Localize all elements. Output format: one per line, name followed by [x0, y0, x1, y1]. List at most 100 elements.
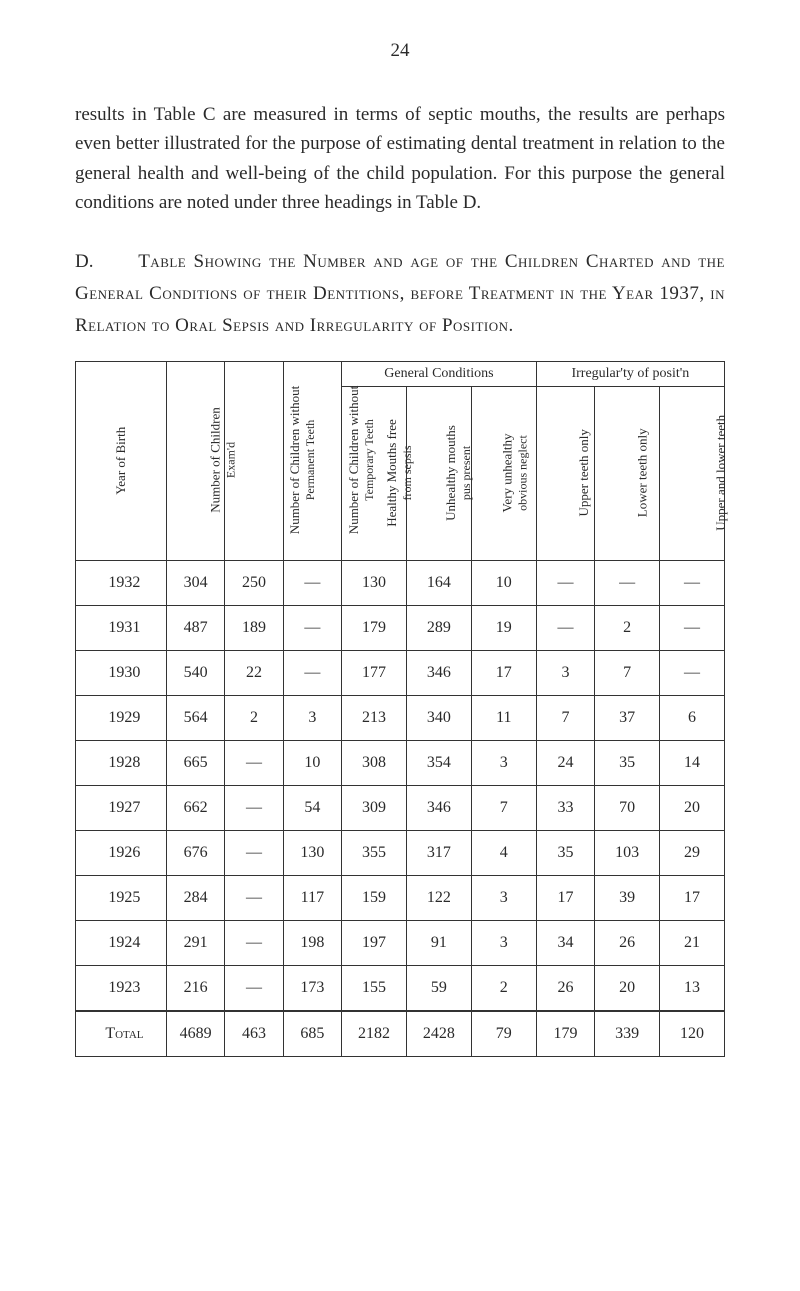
cell-value: 11	[471, 695, 536, 740]
col-upper-and-lower: Upper and lower teeth	[660, 386, 725, 560]
cell-value: —	[225, 965, 283, 1011]
cell-value: 14	[660, 740, 725, 785]
cell-value: 2	[225, 695, 283, 740]
cell-value: 2	[595, 605, 660, 650]
cell-value: 20	[595, 965, 660, 1011]
cell-value: —	[536, 560, 594, 605]
cell-value: —	[595, 560, 660, 605]
col-label-line: Number of Children	[208, 408, 223, 513]
cell-total: 120	[660, 1011, 725, 1057]
cell-value: 91	[406, 920, 471, 965]
table-caption: D. Table Showing the Number and age of t…	[75, 246, 725, 343]
cell-value: 250	[225, 560, 283, 605]
table-row: 1926676—13035531743510329	[76, 830, 725, 875]
cell-value: 130	[283, 830, 341, 875]
cell-value: 7	[471, 785, 536, 830]
col-label: Lower teeth only	[635, 429, 651, 518]
cell-value: 3	[471, 740, 536, 785]
cell-year: 1931	[76, 605, 167, 650]
cell-total: 685	[283, 1011, 341, 1057]
cell-value: —	[660, 560, 725, 605]
cell-value: 70	[595, 785, 660, 830]
body-paragraph: results in Table C are measured in terms…	[75, 100, 725, 218]
cell-value: 354	[406, 740, 471, 785]
cell-value: —	[283, 560, 341, 605]
table-row: 1928665—103083543243514	[76, 740, 725, 785]
cell-value: 13	[660, 965, 725, 1011]
cell-value: 17	[536, 875, 594, 920]
cell-value: —	[225, 740, 283, 785]
cell-value: 10	[283, 740, 341, 785]
cell-value: 291	[166, 920, 224, 965]
cell-value: 19	[471, 605, 536, 650]
col-label: Upper and lower teeth	[713, 415, 729, 531]
cell-value: 346	[406, 650, 471, 695]
cell-value: 189	[225, 605, 283, 650]
col-healthy-mouths: Healthy Mouths free from sepsis	[342, 386, 407, 560]
cell-value: 564	[166, 695, 224, 740]
cell-year: 1923	[76, 965, 167, 1011]
cell-value: 3	[536, 650, 594, 695]
cell-value: 676	[166, 830, 224, 875]
cell-value: 10	[471, 560, 536, 605]
cell-value: 540	[166, 650, 224, 695]
cell-value: 177	[342, 650, 407, 695]
table-row: 1927662—543093467337020	[76, 785, 725, 830]
table-head-row-groups: Year of Birth Number of Children Exam'd …	[76, 361, 725, 386]
cell-value: —	[660, 650, 725, 695]
cell-value: 33	[536, 785, 594, 830]
cell-value: —	[660, 605, 725, 650]
cell-value: 26	[536, 965, 594, 1011]
cell-value: 6	[660, 695, 725, 740]
col-label-line: obvious neglect	[515, 433, 529, 512]
cell-value: 159	[342, 875, 407, 920]
cell-value: —	[225, 785, 283, 830]
col-label: Year of Birth	[113, 426, 129, 494]
cell-year: 1925	[76, 875, 167, 920]
cell-value: 340	[406, 695, 471, 740]
table-row: 1924291—198197913342621	[76, 920, 725, 965]
col-lower-only: Lower teeth only	[595, 386, 660, 560]
caption-prefix: D.	[75, 246, 111, 278]
cell-year: 1930	[76, 650, 167, 695]
cell-value: 17	[660, 875, 725, 920]
col-very-unhealthy: Very unhealthy obvious neglect	[471, 386, 536, 560]
table-row: 1925284—1171591223173917	[76, 875, 725, 920]
page-number: 24	[75, 40, 725, 62]
cell-value: 39	[595, 875, 660, 920]
cell-value: 164	[406, 560, 471, 605]
cell-value: 317	[406, 830, 471, 875]
cell-value: —	[225, 830, 283, 875]
cell-value: 20	[660, 785, 725, 830]
col-without-temporary: Number of Children without Temporary Tee…	[283, 361, 341, 560]
cell-value: 24	[536, 740, 594, 785]
cell-value: 130	[342, 560, 407, 605]
col-label-line: Unhealthy mouths	[443, 425, 458, 521]
col-label: Upper teeth only	[576, 429, 592, 516]
col-label-line: Very unhealthy	[499, 433, 514, 512]
cell-value: 7	[595, 650, 660, 695]
cell-value: 309	[342, 785, 407, 830]
cell-value: 198	[283, 920, 341, 965]
cell-value: 179	[342, 605, 407, 650]
table-head: Year of Birth Number of Children Exam'd …	[76, 361, 725, 560]
cell-value: 17	[471, 650, 536, 695]
cell-value: —	[283, 605, 341, 650]
cell-value: 284	[166, 875, 224, 920]
cell-total: 463	[225, 1011, 283, 1057]
cell-value: 3	[283, 695, 341, 740]
cell-value: 216	[166, 965, 224, 1011]
cell-value: —	[283, 650, 341, 695]
cell-year: 1932	[76, 560, 167, 605]
cell-value: 54	[283, 785, 341, 830]
cell-value: 21	[660, 920, 725, 965]
cell-value: 308	[342, 740, 407, 785]
cell-total: 179	[536, 1011, 594, 1057]
cell-year: 1929	[76, 695, 167, 740]
cell-total: 2182	[342, 1011, 407, 1057]
col-without-permanent: Number of Children without Permanent Tee…	[225, 361, 283, 560]
cell-value: 7	[536, 695, 594, 740]
cell-value: 59	[406, 965, 471, 1011]
group-general-conditions: General Conditions	[342, 361, 537, 386]
cell-value: 117	[283, 875, 341, 920]
